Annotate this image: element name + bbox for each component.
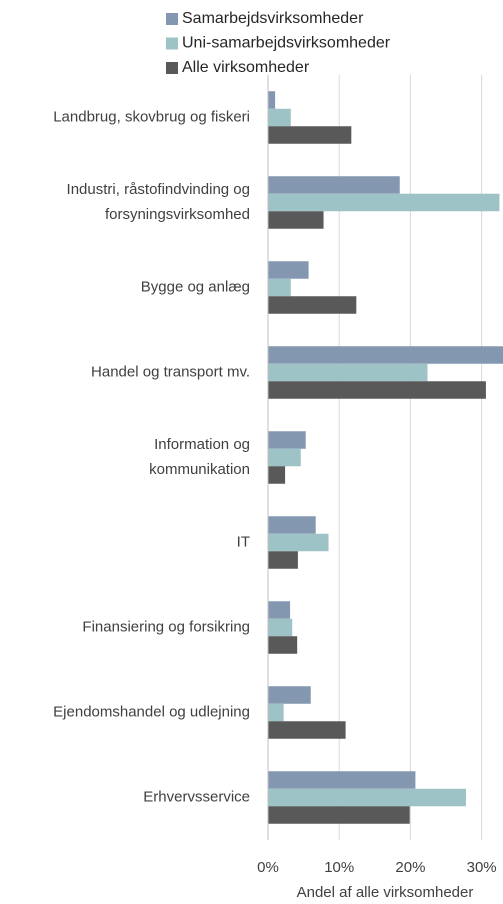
bar [268,91,276,109]
bar [268,176,400,194]
bar [268,108,291,127]
y-tick-label: Bygge og anlæg [141,278,250,295]
legend-swatch [166,62,178,74]
bar [268,601,291,619]
bar [268,533,329,552]
y-tick-label: Erhvervsservice [143,788,250,805]
bar [268,296,357,314]
legend-swatch [166,37,178,50]
legend-label: Uni-samarbejdsvirksomheder [182,35,391,52]
x-tick-label: 30% [467,859,497,876]
legend-swatch [166,13,178,25]
bar [268,431,306,449]
x-axis-title: Andel af alle virksomheder [297,884,474,901]
bar [268,516,316,534]
bar [268,448,301,467]
y-tick-label: Finansiering og forsikring [82,618,250,635]
y-tick-label: Industri, råstofindvinding og [67,181,250,198]
bar [268,211,324,229]
legend-label: Samarbejdsvirksomheder [182,10,364,27]
y-tick-label: IT [237,533,250,550]
bar [268,636,298,654]
y-tick-label: kommunikation [149,461,250,478]
bar [268,806,410,824]
bar [268,381,486,399]
x-tick-label: 10% [324,859,354,876]
x-tick-label: 0% [257,859,279,876]
bar [268,126,352,144]
bar [268,193,500,212]
bars [268,91,503,824]
y-tick-label: Handel og transport mv. [91,363,250,380]
bar [268,261,309,279]
x-tick-label: 20% [395,859,425,876]
y-tick-label: Landbrug, skovbrug og fiskeri [53,108,250,125]
bar [268,551,298,569]
bar [268,703,284,722]
y-tick-label: Information og [154,436,250,453]
bar [268,278,291,297]
bar [268,771,416,789]
legend: Samarbejdsvirksomheder Uni-samarbejdsvirk… [166,10,391,76]
bar [268,686,311,704]
bar [268,788,466,807]
bar [268,618,293,637]
y-tick-label: Ejendomshandel og udlejning [53,703,250,720]
y-tick-label: forsyningsvirksomhed [105,206,250,223]
bar [268,466,286,484]
legend-label: Alle virksomheder [182,59,310,76]
bar [268,346,503,364]
bar [268,721,346,739]
bar [268,363,428,382]
